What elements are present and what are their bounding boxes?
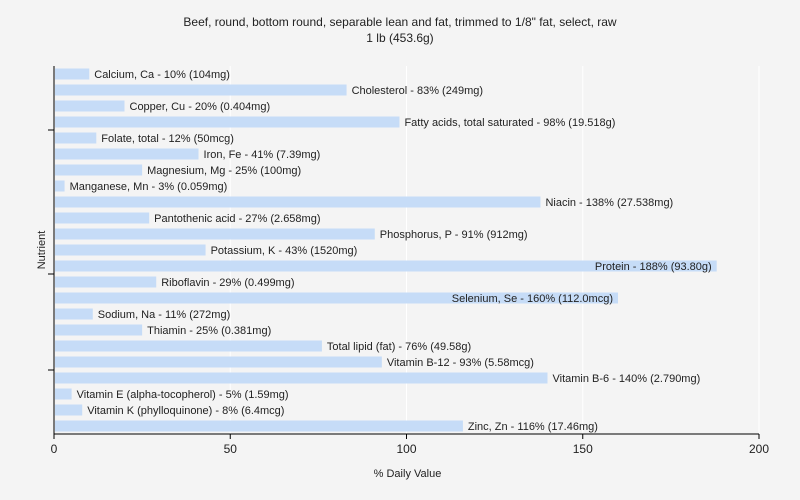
bar — [55, 388, 72, 400]
y-axis-label: Nutrient — [36, 231, 48, 270]
bar — [55, 68, 90, 80]
bar — [55, 356, 382, 368]
bar-label: Pantothenic acid - 27% (2.658mg) — [154, 213, 320, 225]
bar-label: Folate, total - 12% (50mcg) — [101, 133, 234, 145]
bar — [55, 148, 199, 160]
bar-label: Phosphorus, P - 91% (912mg) — [380, 229, 528, 241]
bar-label: Potassium, K - 43% (1520mg) — [211, 245, 358, 257]
bar-label: Vitamin B-12 - 93% (5.58mcg) — [387, 357, 534, 369]
bar-label: Cholesterol - 83% (249mg) — [352, 85, 483, 97]
bar-label: Vitamin B-6 - 140% (2.790mg) — [553, 373, 701, 385]
x-tick-label: 200 — [749, 442, 769, 456]
bar — [55, 132, 97, 144]
bar-label: Riboflavin - 29% (0.499mg) — [161, 277, 294, 289]
bar — [55, 420, 463, 432]
bar-label: Niacin - 138% (27.538mg) — [545, 197, 673, 209]
bar-label: Thiamin - 25% (0.381mg) — [147, 325, 271, 337]
x-axis-label: % Daily Value — [374, 468, 442, 480]
bar-label: Sodium, Na - 11% (272mg) — [98, 309, 230, 321]
bar — [55, 196, 541, 208]
bar — [55, 244, 206, 256]
bar-label: Selenium, Se - 160% (112.0mcg) — [452, 293, 613, 305]
bar — [55, 84, 347, 96]
bar — [55, 180, 65, 192]
bar — [55, 404, 83, 416]
bar-label: Zinc, Zn - 116% (17.46mg) — [468, 421, 598, 433]
bar-label: Vitamin E (alpha-tocopherol) - 5% (1.59m… — [77, 389, 289, 401]
x-tick-label: 150 — [573, 442, 593, 456]
x-tick-label: 0 — [51, 442, 58, 456]
chart-subtitle: 1 lb (453.6g) — [366, 31, 434, 45]
bar — [55, 276, 157, 288]
bar — [55, 340, 322, 352]
bar-label: Calcium, Ca - 10% (104mg) — [94, 69, 230, 81]
bar — [55, 260, 717, 272]
bar-label: Manganese, Mn - 3% (0.059mg) — [70, 181, 228, 193]
bar — [55, 372, 548, 384]
chart-title: Beef, round, bottom round, separable lea… — [0, 14, 800, 46]
bar — [55, 228, 375, 240]
bar-label: Magnesium, Mg - 25% (100mg) — [147, 165, 301, 177]
bar — [55, 100, 125, 112]
bar-label: Vitamin K (phylloquinone) - 8% (6.4mcg) — [87, 405, 284, 417]
bar — [55, 324, 143, 336]
bar — [55, 116, 400, 128]
x-tick-label: 100 — [396, 442, 416, 456]
bar — [55, 164, 143, 176]
x-tick-label: 50 — [224, 442, 238, 456]
chart-title-line: Beef, round, bottom round, separable lea… — [183, 15, 617, 29]
bar — [55, 212, 150, 224]
bar-label: Iron, Fe - 41% (7.39mg) — [204, 149, 321, 161]
bar-label: Protein - 188% (93.80g) — [595, 261, 712, 273]
bar-label: Fatty acids, total saturated - 98% (19.5… — [404, 117, 615, 129]
bar-label: Copper, Cu - 20% (0.404mg) — [130, 101, 271, 113]
bar-label: Total lipid (fat) - 76% (49.58g) — [327, 341, 471, 353]
bar — [55, 292, 618, 304]
bar — [55, 308, 93, 320]
